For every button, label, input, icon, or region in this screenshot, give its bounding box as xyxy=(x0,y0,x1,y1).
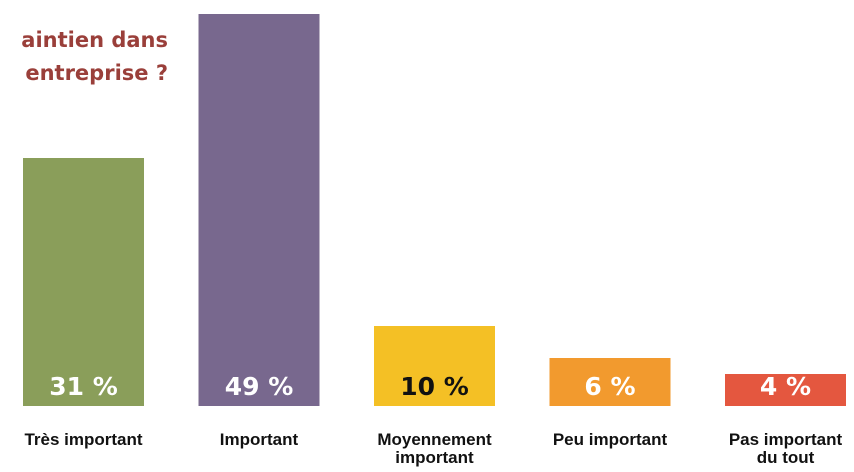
chart-title-line-2: entreprise ? xyxy=(25,61,168,85)
category-label-moyennement-important-line-2: important xyxy=(395,448,474,467)
value-label-tres-important: 31 % xyxy=(49,372,118,401)
bar-pas-important-du-tout xyxy=(725,374,846,406)
category-label-moyennement-important-line-1: Moyennement xyxy=(377,430,492,449)
chart-title: aintien dans entreprise ? xyxy=(0,24,168,90)
chart-title-line-1: aintien dans xyxy=(21,28,168,52)
bar-moyennement-important xyxy=(374,326,495,406)
category-label-pas-important-du-tout-line-1: Pas important xyxy=(729,430,843,449)
value-label-moyennement-important: 10 % xyxy=(400,372,469,401)
value-label-pas-important-du-tout: 4 % xyxy=(760,372,811,401)
bar-peu-important xyxy=(549,358,671,406)
bar-tres-important xyxy=(23,158,144,406)
bar-important xyxy=(198,14,320,406)
category-label-tres-important: Très important xyxy=(24,430,142,449)
value-label-peu-important: 6 % xyxy=(584,372,635,401)
value-label-important: 49 % xyxy=(225,372,294,401)
category-label-pas-important-du-tout-line-2: du tout xyxy=(757,448,815,467)
category-label-important: Important xyxy=(220,430,299,449)
category-label-peu-important: Peu important xyxy=(553,430,668,449)
